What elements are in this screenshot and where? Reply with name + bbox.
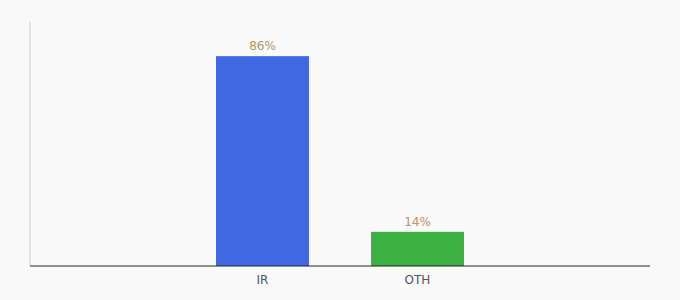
chart: IR OTH 86% 14% (0, 0, 680, 300)
bar (216, 56, 309, 266)
x-tick-label: IR (257, 273, 269, 287)
y-axis-line (30, 22, 31, 266)
bar (371, 232, 464, 266)
chart-container: IR OTH 86% 14% (0, 0, 680, 300)
background (0, 0, 680, 300)
page: {"chart_data": {"type": "bar", "categori… (0, 0, 680, 300)
data-label: 86% (249, 39, 276, 53)
data-label: 14% (404, 215, 431, 229)
x-tick-label: OTH (405, 273, 431, 287)
bars (216, 56, 464, 266)
x-axis-line (30, 266, 650, 267)
